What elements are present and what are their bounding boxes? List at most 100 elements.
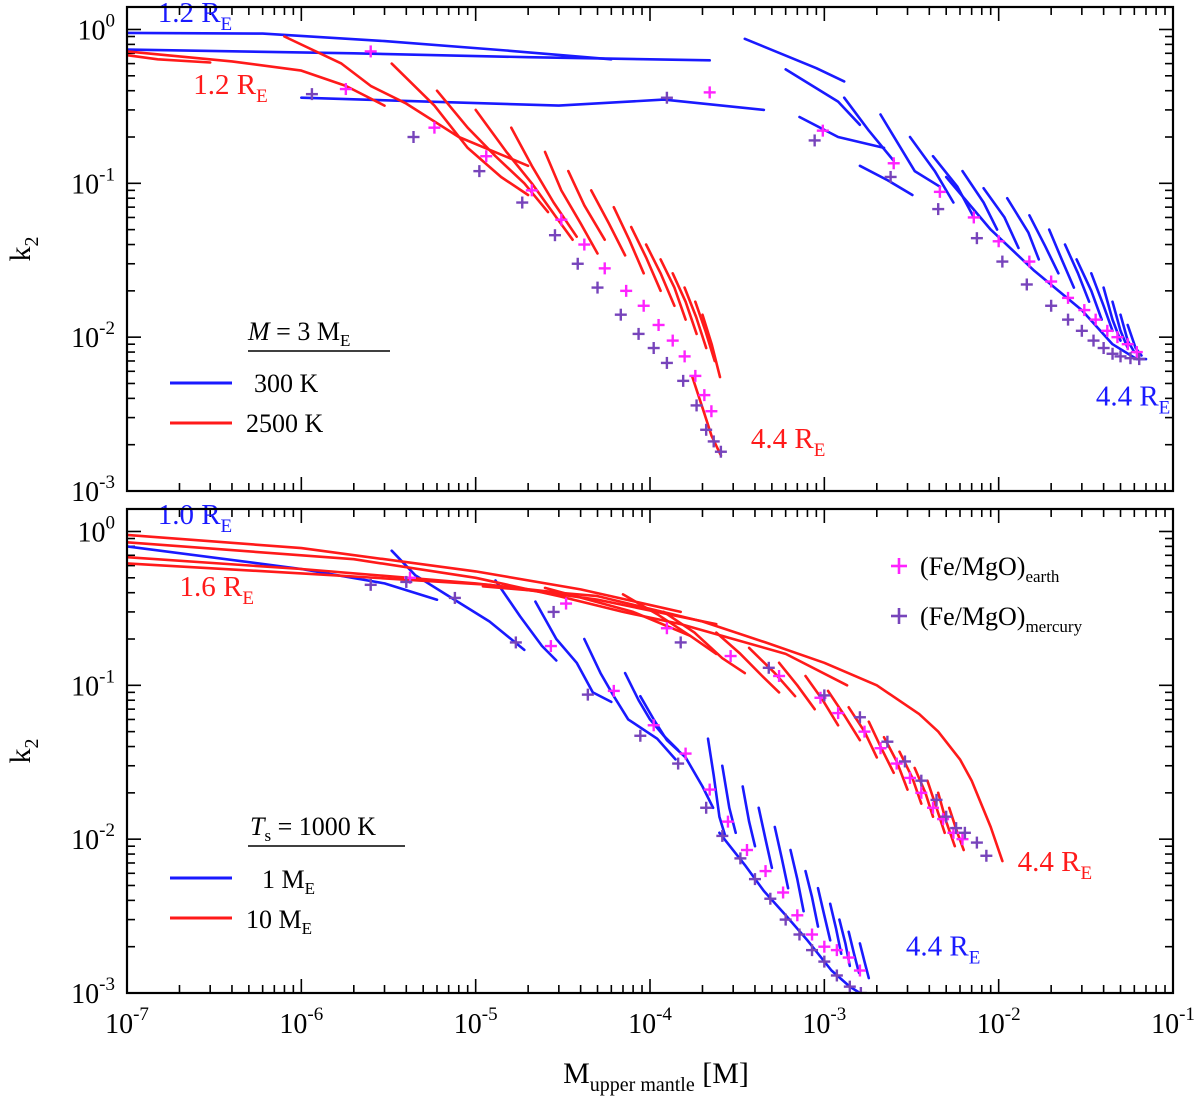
bottom-marker-mercury bbox=[980, 849, 993, 862]
top-markers-mercury bbox=[305, 88, 1146, 458]
top-series-line bbox=[629, 225, 662, 293]
top-radius-label: 4.4 RE bbox=[1096, 380, 1170, 418]
bottom-marker-earth bbox=[544, 640, 557, 653]
top-marker-earth bbox=[705, 405, 718, 418]
bottom-series-line bbox=[481, 584, 1004, 863]
bottom-marker-mercury bbox=[634, 729, 647, 742]
bottom-marker-earth bbox=[724, 650, 737, 663]
top-marker-earth bbox=[578, 238, 591, 251]
top-axes-frame bbox=[125, 5, 1175, 493]
bottom-series-line bbox=[789, 848, 805, 913]
top-series-line bbox=[842, 96, 896, 163]
top-series-line bbox=[743, 37, 846, 83]
bottom-marker-earth bbox=[874, 742, 887, 755]
top-series-line bbox=[127, 48, 712, 62]
bottom-marker-earth bbox=[679, 747, 692, 760]
bottom-series-line bbox=[826, 689, 862, 742]
bottom-series-line bbox=[706, 737, 727, 838]
bottom-marker-earth bbox=[560, 597, 573, 610]
bottom-marker-earth bbox=[773, 669, 786, 682]
top-series-line bbox=[931, 154, 976, 219]
bottom-marker-earth bbox=[858, 725, 871, 738]
top-series-line bbox=[659, 258, 687, 321]
top-marker-mercury bbox=[1020, 278, 1033, 291]
top-marker-earth bbox=[480, 150, 493, 163]
top-series-line bbox=[1075, 258, 1103, 321]
bottom-marker-mercury bbox=[818, 689, 831, 702]
top-marker-earth bbox=[1045, 275, 1058, 288]
top-marker-mercury bbox=[932, 203, 945, 216]
bottom-marker-mercury bbox=[762, 661, 775, 674]
bottom-marker-mercury bbox=[779, 913, 792, 926]
bottom-marker-mercury bbox=[930, 793, 943, 806]
top-radius-label: 1.2 RE bbox=[158, 0, 232, 35]
bottom-series-line bbox=[494, 579, 558, 662]
bottom-series-line bbox=[127, 533, 683, 614]
top-marker-earth bbox=[620, 284, 633, 297]
top-series-line bbox=[612, 205, 646, 275]
top-marker-earth bbox=[1101, 324, 1114, 337]
top-series-line bbox=[961, 169, 999, 231]
bottom-series-line bbox=[816, 886, 832, 942]
bottom-markers-earth bbox=[403, 571, 969, 977]
top-series-line bbox=[693, 300, 717, 363]
top-marker-mercury bbox=[970, 232, 983, 245]
bottom-series-line bbox=[127, 562, 718, 626]
top-marker-mercury bbox=[632, 327, 645, 340]
bottom-markers-mercury bbox=[364, 575, 993, 993]
legend-bottom: Ts = 1000 K 1 ME 10 ME bbox=[170, 812, 405, 938]
bottom-series-line bbox=[777, 661, 817, 711]
bottom-marker-earth bbox=[791, 909, 804, 922]
top-marker-mercury bbox=[305, 88, 318, 101]
top-marker-earth bbox=[933, 185, 946, 198]
legend-marker-mercury bbox=[891, 608, 907, 624]
top-series-line bbox=[127, 53, 212, 64]
x-tick-label: 10-4 bbox=[628, 1004, 672, 1040]
bottom-series-line bbox=[582, 637, 677, 761]
bottom-marker-mercury bbox=[764, 892, 777, 905]
top-marker-mercury bbox=[1106, 347, 1119, 360]
bottom-marker-mercury bbox=[915, 774, 928, 787]
top-series-line bbox=[127, 31, 613, 61]
top-marker-earth bbox=[967, 211, 980, 224]
top-series-line bbox=[858, 164, 914, 197]
top-marker-mercury bbox=[690, 399, 703, 412]
bottom-series-line bbox=[534, 600, 613, 704]
top-marker-mercury bbox=[614, 308, 627, 321]
bottom-marker-earth bbox=[740, 844, 753, 857]
bottom-radius-label: 1.6 RE bbox=[179, 571, 253, 609]
bottom-marker-earth bbox=[703, 783, 716, 796]
top-marker-earth bbox=[666, 334, 679, 347]
top-marker-mercury bbox=[1087, 334, 1100, 347]
x-tick-label: 10-5 bbox=[454, 1004, 498, 1040]
bottom-marker-mercury bbox=[581, 688, 594, 701]
top-marker-earth bbox=[703, 86, 716, 99]
legend-bottom-label-10me: 10 ME bbox=[246, 905, 312, 938]
top-series-line bbox=[691, 375, 723, 457]
bottom-marker-earth bbox=[647, 719, 660, 732]
bottom-marker-earth bbox=[818, 940, 831, 953]
top-marker-earth bbox=[364, 45, 377, 58]
top-series-line bbox=[644, 243, 676, 308]
bottom-series-line bbox=[638, 694, 715, 810]
top-marker-mercury bbox=[591, 281, 604, 294]
top-marker-earth bbox=[698, 389, 711, 402]
top-series-line bbox=[390, 62, 530, 197]
top-marker-earth bbox=[689, 369, 702, 382]
top-marker-earth bbox=[678, 350, 691, 363]
top-series-line bbox=[671, 271, 698, 336]
legend-top: M = 3 ME 300 K 2500 K bbox=[170, 317, 390, 438]
top-marker-mercury bbox=[700, 423, 713, 436]
x-tick-label: 10-7 bbox=[105, 1004, 149, 1040]
bottom-series-line bbox=[390, 549, 526, 652]
top-y-tick-label: 100 bbox=[78, 10, 116, 46]
top-marker-mercury bbox=[1114, 350, 1127, 363]
bottom-marker-mercury bbox=[958, 826, 971, 839]
top-y-tick-label: 10-2 bbox=[71, 318, 115, 354]
bottom-marker-mercury bbox=[674, 636, 687, 649]
legend-label-earth: (Fe/MgO)earth bbox=[920, 552, 1060, 586]
bottom-marker-mercury bbox=[898, 755, 911, 768]
top-series-0 bbox=[127, 31, 1148, 361]
top-marker-earth bbox=[1111, 331, 1124, 344]
top-series-line bbox=[283, 35, 530, 168]
